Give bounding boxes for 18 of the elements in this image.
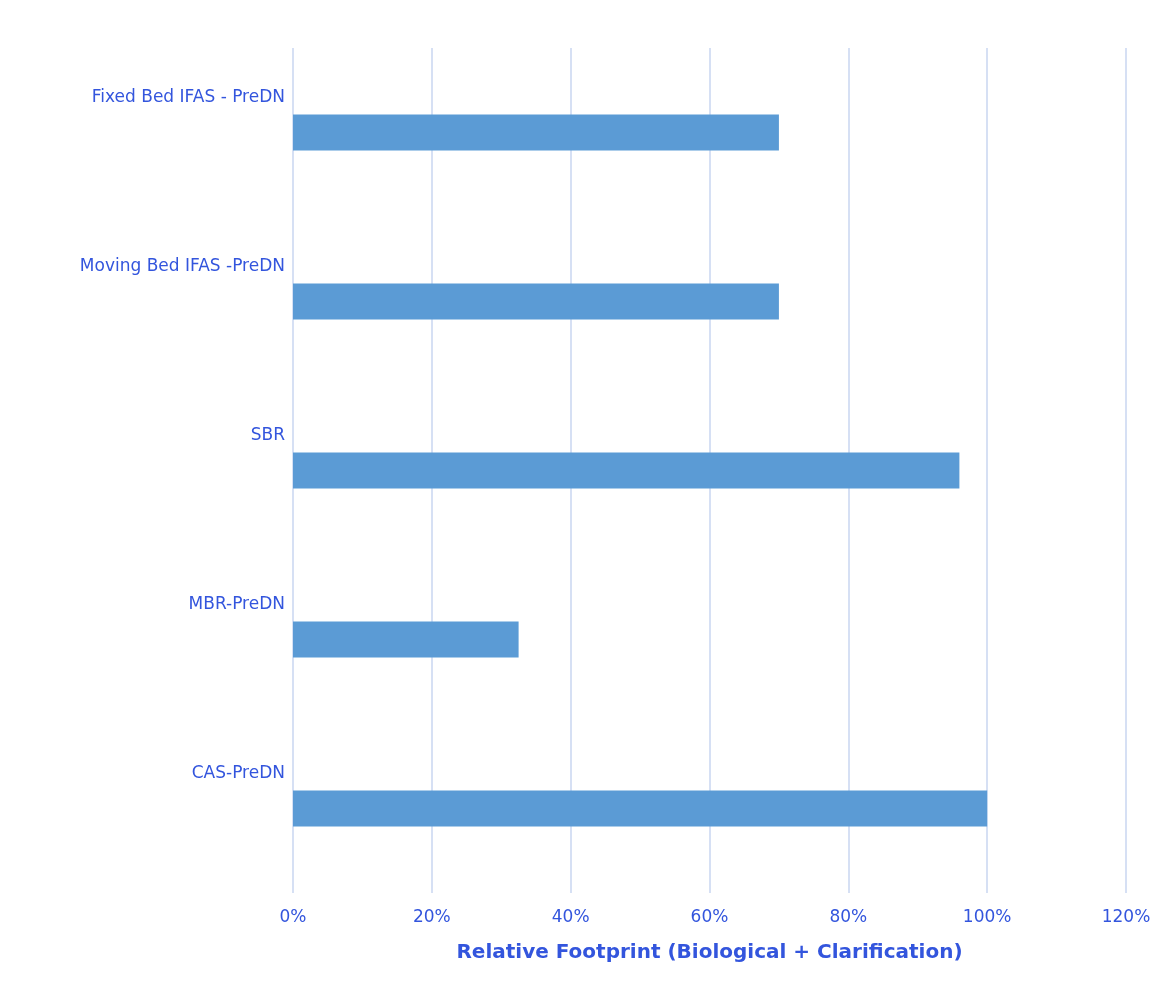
y-tick-label: Fixed Bed IFAS - PreDN [91,86,285,106]
y-tick-label: SBR [250,424,286,444]
x-tick-label: 0% [279,905,307,926]
y-tick-label: CAS-PreDN [191,762,285,782]
y-tick-label: MBR-PreDN [188,593,285,613]
x-tick-label: 20% [412,905,451,926]
x-tick-label: 60% [690,905,729,926]
y-tick-label: Moving Bed IFAS -PreDN [79,255,285,275]
bar [293,452,960,489]
x-axis-title: Relative Footprint (Biological + Clarification) [456,939,963,963]
bar [293,621,519,658]
bar [293,283,779,320]
x-tick-label: 40% [551,905,590,926]
x-tick-label: 120% [1101,905,1151,926]
x-tick-label: 100% [962,905,1012,926]
x-tick-label: 80% [829,905,868,926]
bar [293,790,988,827]
bar [293,114,779,151]
